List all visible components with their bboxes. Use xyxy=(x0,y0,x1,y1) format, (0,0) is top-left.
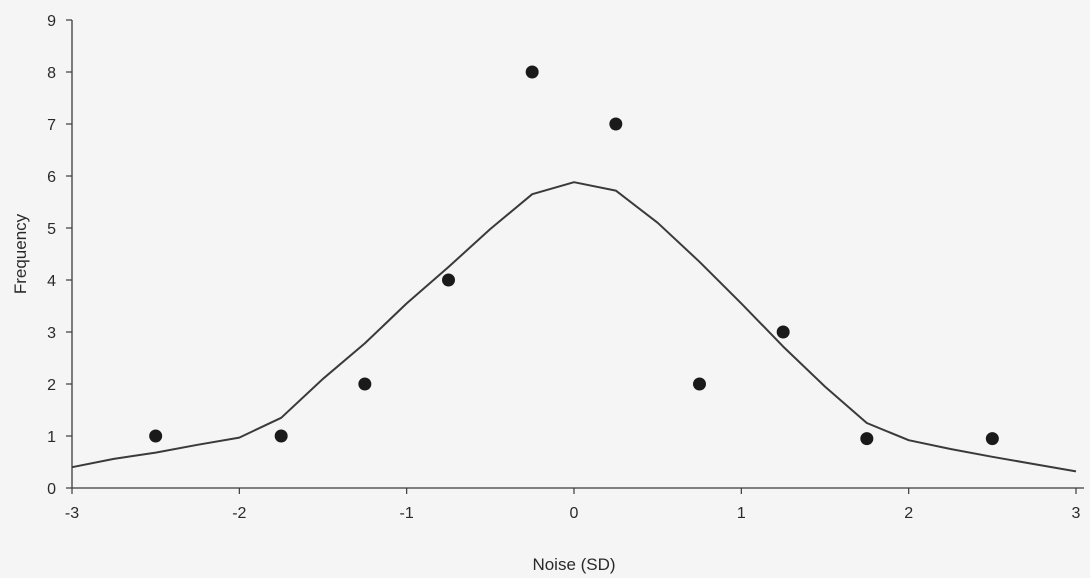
scatter-point xyxy=(985,432,999,446)
chart-axes xyxy=(71,20,1084,489)
scatter-point xyxy=(274,429,288,443)
scatter-point xyxy=(693,377,706,391)
x-tick-label: -1 xyxy=(400,505,414,522)
y-tick-label: 8 xyxy=(47,65,56,82)
scatter-points xyxy=(149,65,999,446)
y-tick-label: 3 xyxy=(47,325,56,342)
scatter-point xyxy=(860,432,874,446)
scatter-point xyxy=(776,325,790,339)
x-tick-label: -2 xyxy=(232,505,246,522)
y-tick-label: 0 xyxy=(47,481,56,498)
scatter-point xyxy=(609,117,623,131)
y-tick-label: 4 xyxy=(47,273,56,290)
y-axis-ticks: 0 1 2 3 4 5 6 7 8 9 xyxy=(47,13,72,498)
scatter-point xyxy=(442,273,455,287)
x-tick-label: 2 xyxy=(904,505,913,522)
x-tick-label: 1 xyxy=(737,505,746,522)
y-tick-label: 7 xyxy=(47,117,56,134)
fitted-curve-line xyxy=(71,181,1077,473)
y-tick-label: 1 xyxy=(47,429,56,446)
scatter-point xyxy=(525,65,539,79)
x-tick-label: 3 xyxy=(1072,505,1081,522)
scatter-point xyxy=(149,429,163,443)
y-tick-label: 6 xyxy=(47,169,56,186)
y-axis-title: Frequency xyxy=(11,213,30,294)
y-tick-label: 9 xyxy=(47,13,56,30)
scatter-point xyxy=(358,377,372,391)
y-tick-label: 2 xyxy=(47,377,56,394)
x-tick-label: -3 xyxy=(65,505,79,522)
x-tick-label: 0 xyxy=(570,505,579,522)
x-axis-ticks: -3 -2 -1 0 1 2 3 xyxy=(65,488,1081,522)
x-axis-title: Noise (SD) xyxy=(532,555,615,574)
y-tick-label: 5 xyxy=(47,221,56,238)
